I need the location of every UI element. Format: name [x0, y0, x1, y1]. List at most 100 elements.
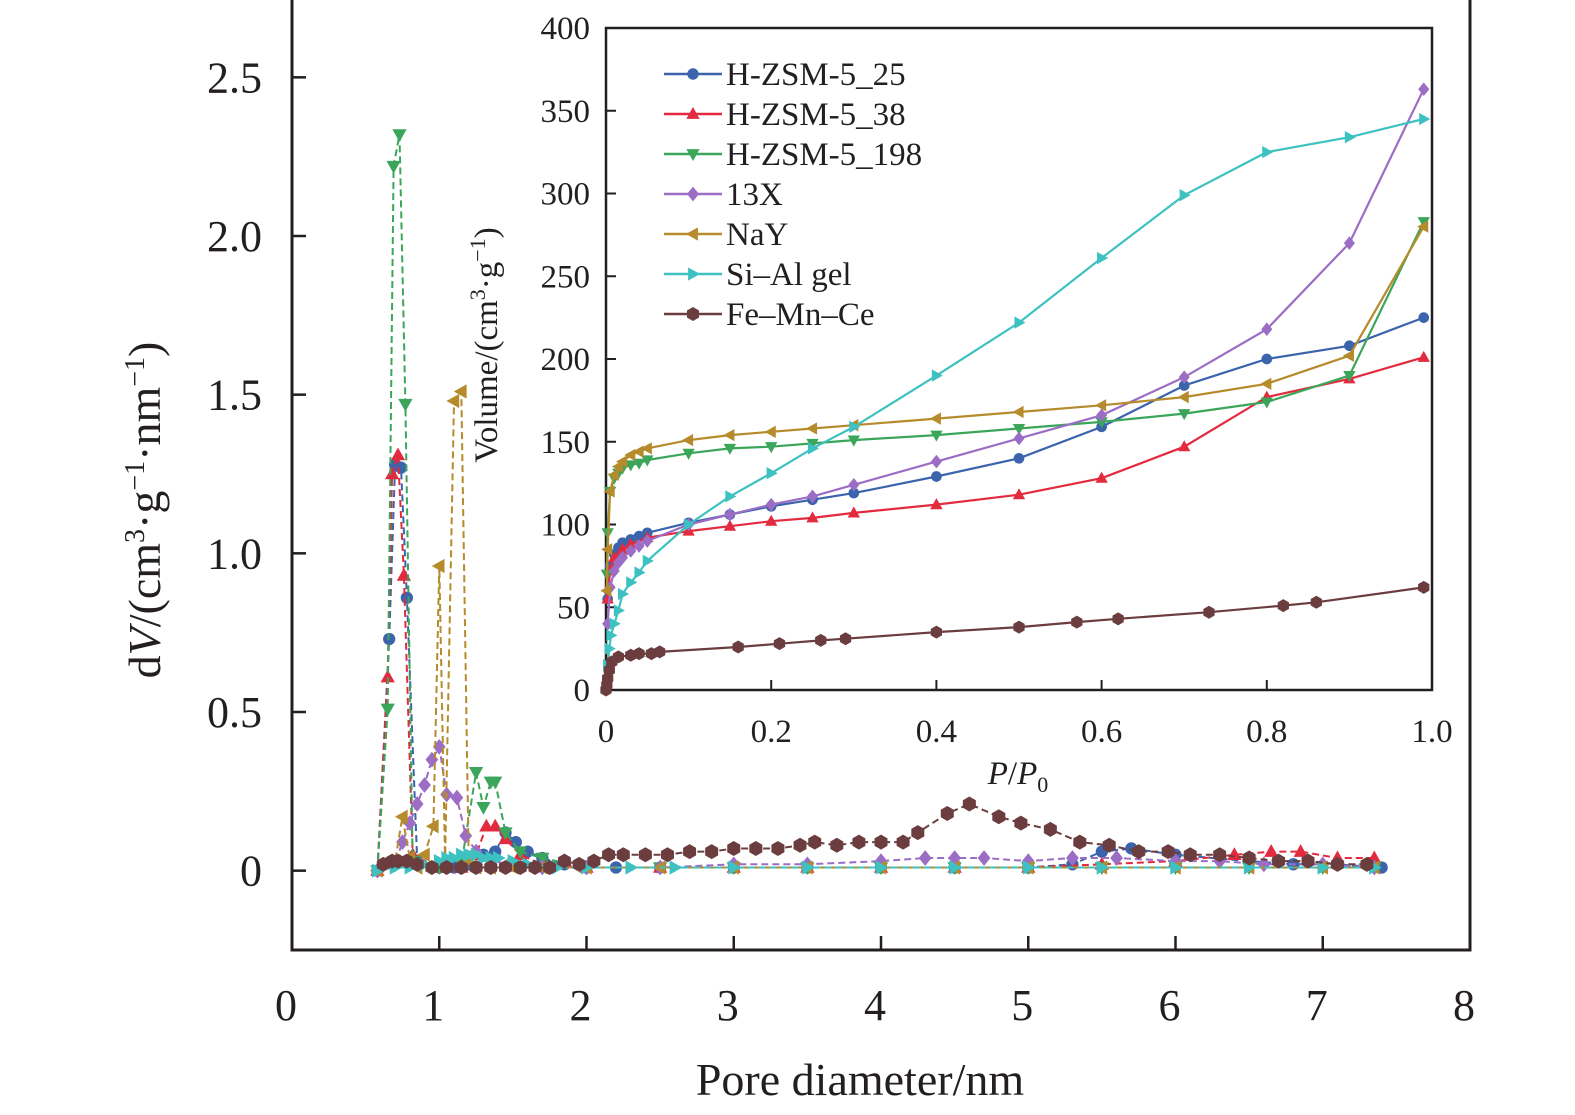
main-data-point — [1023, 860, 1036, 875]
legend-marker — [686, 227, 698, 241]
main-data-point — [425, 819, 439, 834]
main-data-point — [771, 840, 785, 856]
inset-x-tick-label: 0.8 — [1246, 714, 1287, 750]
main-data-point — [392, 129, 407, 142]
inset-x-tick-label: 0.4 — [916, 714, 957, 750]
inset-data-point — [1261, 353, 1273, 365]
legend-marker — [686, 107, 700, 119]
inset-data-point — [1013, 620, 1025, 634]
inset-x-axis-title: P/P0 — [987, 756, 1049, 797]
main-data-point — [478, 850, 491, 866]
main-data-point — [572, 856, 586, 872]
main-data-point — [468, 767, 484, 780]
inset-data-point — [625, 544, 637, 558]
main-data-point — [1330, 856, 1344, 872]
main-data-point — [874, 834, 888, 850]
main-data-point — [498, 827, 513, 841]
legend-marker — [687, 186, 699, 202]
main-data-point — [453, 384, 467, 399]
inset-data-point — [1097, 251, 1109, 265]
main-data-point — [1043, 821, 1057, 837]
inset-legend: H-ZSM-5_25 H-ZSM-5_38 H-ZSM-5_198 13X NaY Si–… — [664, 57, 922, 333]
main-data-point — [727, 840, 741, 856]
inset-data-point — [632, 458, 646, 470]
main-data-point — [385, 466, 400, 480]
inset-data-point — [617, 537, 628, 549]
inset-data-point — [1344, 340, 1355, 352]
inset-data-point — [724, 507, 736, 522]
main-data-point — [469, 859, 483, 875]
main-data-point — [1102, 837, 1116, 853]
inset-data-point — [1418, 312, 1430, 323]
main-data-point — [410, 856, 424, 872]
inset-data-point — [1178, 409, 1191, 421]
inset-data-point — [604, 642, 616, 655]
inset-x-tick-label: 0.2 — [751, 714, 792, 750]
inset-data-point — [839, 632, 852, 646]
legend-item-13x: 13X — [664, 177, 783, 213]
inset-data-point — [607, 468, 619, 482]
inset-data-point — [606, 629, 618, 642]
inset-data-point — [1112, 612, 1124, 626]
main-data-point — [463, 847, 477, 862]
inset-data-point — [766, 467, 778, 480]
inset-data-point — [602, 616, 614, 631]
legend-label: 13X — [726, 177, 783, 213]
main-data-point — [398, 398, 413, 412]
main-y-tick-label: 0 — [240, 847, 262, 896]
inset-data-point — [1071, 615, 1083, 629]
legend-label: Si–Al gel — [726, 257, 852, 293]
inset-data-point — [1013, 431, 1025, 446]
inset-data-point — [1012, 488, 1026, 500]
inset-data-point — [807, 442, 819, 455]
inset-data-point — [640, 442, 652, 455]
main-data-point — [513, 859, 527, 875]
main-data-point — [1066, 850, 1079, 866]
main-data-point — [728, 860, 742, 875]
main-data-point — [808, 834, 822, 850]
main-data-point — [802, 860, 815, 875]
main-data-point — [1014, 815, 1028, 831]
inset-data-point — [847, 506, 860, 518]
main-data-point — [977, 850, 991, 866]
inset-data-point — [1417, 350, 1430, 362]
inset-data-point — [1419, 112, 1431, 126]
inset-data-point — [1014, 316, 1026, 329]
inset-data-point — [773, 637, 786, 651]
inset-data-point — [612, 650, 625, 664]
inset-data-point — [806, 511, 819, 523]
inset-data-point — [1203, 605, 1215, 619]
inset-data-point — [616, 550, 629, 565]
inset-data-point — [684, 518, 696, 531]
inset-data-point — [633, 530, 645, 542]
inset-data-point — [654, 645, 666, 659]
main-data-point — [396, 834, 409, 850]
main-data-point — [830, 837, 844, 853]
inset-data-point — [1179, 188, 1191, 202]
inset-x-tick-label: 0 — [598, 714, 615, 750]
main-data-point — [616, 847, 630, 863]
main-data-point — [513, 846, 528, 860]
main-data-point — [1110, 850, 1123, 866]
main-data-point — [793, 837, 807, 853]
inset-data-point — [815, 633, 827, 647]
main-data-point — [488, 818, 503, 832]
main-y-axis-title: dV/(cm3·g−1·nm−1) — [119, 342, 170, 679]
inset-y-tick-label: 200 — [541, 342, 591, 378]
inset-y-tick-label: 300 — [541, 177, 591, 213]
inset-data-point — [617, 587, 630, 601]
main-data-point — [418, 777, 431, 793]
inset-data-point — [1260, 397, 1273, 409]
main-data-point — [484, 859, 498, 875]
main-data-point — [425, 751, 439, 768]
inset-data-point — [1012, 423, 1026, 436]
main-data-point — [1301, 853, 1315, 869]
main-data-point — [450, 789, 464, 806]
inset-data-point — [1343, 371, 1356, 383]
inset-data-point — [1260, 377, 1272, 390]
legend-label: H-ZSM-5_198 — [726, 137, 922, 173]
legend-label: NaY — [726, 217, 788, 253]
inset-background — [606, 28, 1432, 690]
main-data-point — [459, 827, 473, 844]
legend-item-fe-mn-ce: Fe–Mn–Ce — [664, 297, 875, 333]
